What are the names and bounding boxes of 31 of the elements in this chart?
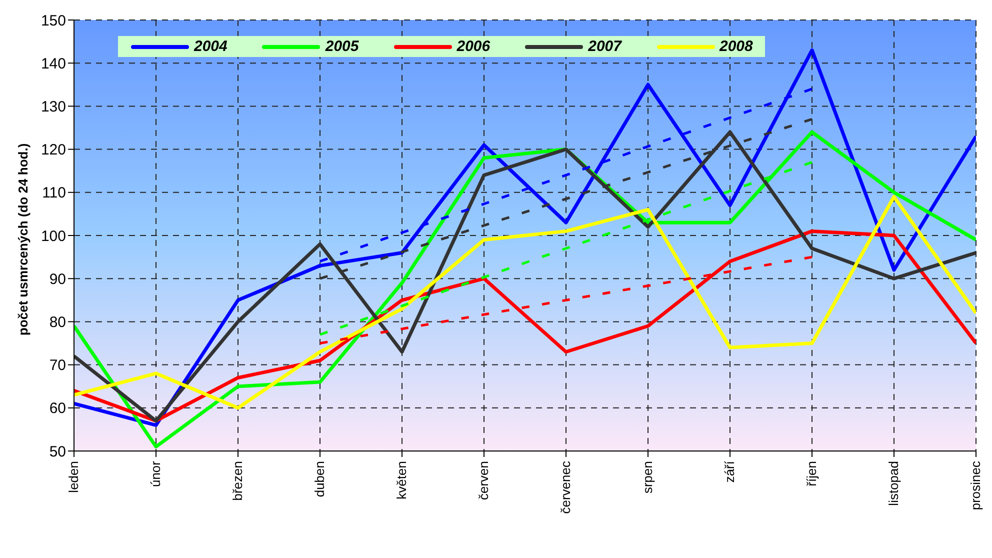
- x-tick-label: červen: [476, 461, 492, 500]
- x-tick-label: únor: [148, 460, 164, 488]
- x-tick-label: březen: [230, 461, 246, 501]
- x-tick-label: květen: [394, 461, 410, 500]
- line-series: [74, 194, 976, 410]
- y-tick-label: 140: [40, 55, 66, 72]
- x-tick-label: srpen: [640, 461, 656, 494]
- y-tick-label: 130: [40, 98, 66, 116]
- legend-label: 2006: [456, 38, 490, 55]
- y-tick-label: 50: [49, 443, 66, 460]
- y-tick-label: 80: [49, 314, 66, 332]
- x-tick-label: leden: [66, 461, 82, 493]
- y-tick-label: 70: [49, 357, 66, 374]
- y-tick-label: 110: [42, 184, 66, 202]
- y-tick-label: 60: [49, 400, 66, 418]
- legend-label: 2005: [325, 38, 359, 55]
- y-tick-label: 90: [49, 270, 66, 288]
- y-axis-title: počet usmrcených (do 24 hod.): [16, 143, 31, 336]
- y-tick-label: 150: [40, 12, 66, 30]
- x-tick-label: červenec: [558, 460, 574, 514]
- y-tick-label: 120: [40, 142, 66, 159]
- legend-label: 2007: [588, 38, 622, 55]
- y-tick-label: 100: [40, 228, 66, 245]
- legend-label: 2004: [194, 38, 228, 55]
- x-tick-label: září: [722, 460, 738, 483]
- x-tick-label: prosinec: [968, 460, 984, 510]
- legend-label: 2008: [720, 38, 753, 55]
- x-tick-label: duben: [312, 461, 328, 498]
- line-series: [74, 229, 976, 423]
- x-tick-label: říjen: [804, 461, 820, 486]
- x-tick-label: listopad: [886, 461, 902, 506]
